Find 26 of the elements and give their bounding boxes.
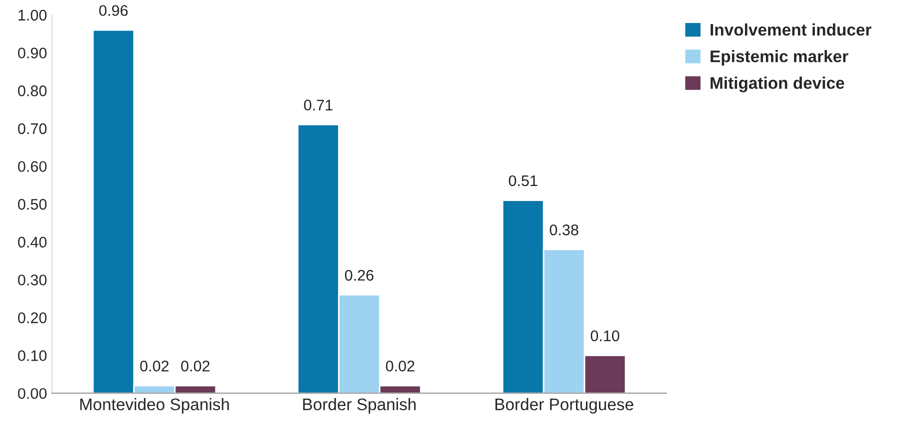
y-tick-label: 0.80 — [18, 85, 47, 96]
data-label: 0.38 — [550, 224, 578, 236]
data-label: 0.51 — [508, 175, 538, 186]
y-tick-label: 0.90 — [18, 48, 47, 58]
y-tick-label: 0.00 — [18, 388, 47, 399]
data-label: 0.71 — [304, 100, 332, 110]
legend-label: Mitigation device — [710, 76, 844, 92]
data-label: 0.02 — [181, 360, 210, 372]
legend-label: Involvement inducer — [710, 23, 872, 36]
data-label: 0.10 — [590, 330, 620, 342]
legend-label: Epistemic marker — [710, 50, 848, 66]
data-label: 0.02 — [386, 360, 414, 372]
y-tick-label: 1.00 — [18, 10, 47, 21]
data-label: 0.96 — [99, 5, 128, 16]
y-tick-label: 0.30 — [18, 274, 47, 286]
x-tick-label: Border Spanish — [303, 398, 416, 414]
data-label: 0.02 — [140, 360, 169, 372]
y-tick-label: 0.10 — [18, 350, 47, 362]
x-tick-label: Montevideo Spanish — [80, 398, 229, 414]
y-tick-label: 0.60 — [18, 161, 47, 172]
y-tick-label: 0.40 — [18, 236, 47, 248]
y-tick-label: 0.70 — [18, 123, 47, 134]
y-tick-label: 0.50 — [18, 198, 47, 210]
y-tick-label: 0.20 — [18, 312, 47, 324]
x-tick-label: Border Portuguese — [495, 398, 634, 414]
data-label: 0.26 — [344, 270, 374, 281]
